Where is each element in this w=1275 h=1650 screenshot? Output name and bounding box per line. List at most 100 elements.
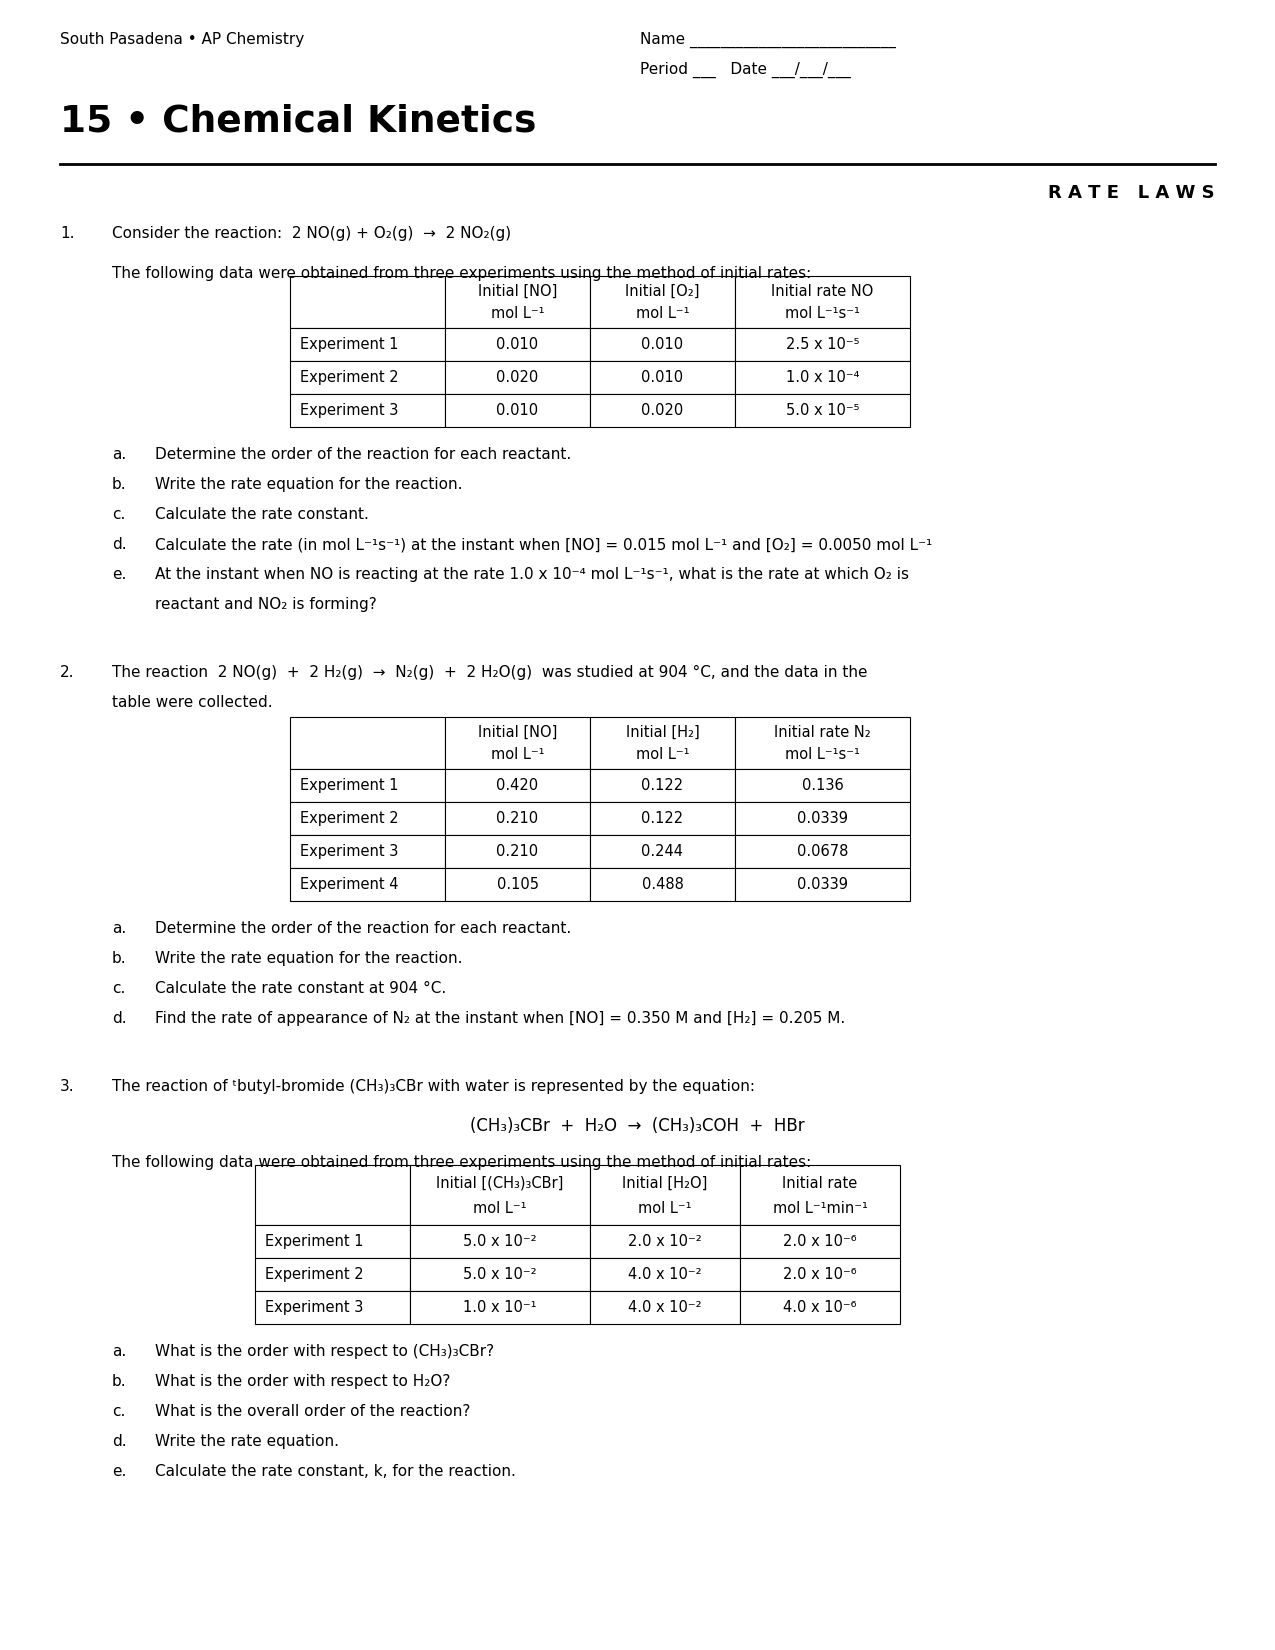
Text: What is the overall order of the reaction?: What is the overall order of the reactio… — [156, 1404, 470, 1419]
Bar — [740, 1290, 900, 1323]
Text: Initial [O₂]: Initial [O₂] — [625, 284, 700, 299]
Bar — [411, 1257, 590, 1290]
Text: Experiment 1: Experiment 1 — [300, 779, 399, 794]
Text: 2.0 x 10⁻⁶: 2.0 x 10⁻⁶ — [783, 1234, 857, 1249]
Bar — [411, 1290, 590, 1323]
Text: 0.105: 0.105 — [496, 878, 538, 893]
Bar — [740, 1165, 900, 1224]
Bar — [734, 718, 910, 769]
Text: Experiment 3: Experiment 3 — [265, 1300, 363, 1315]
Text: d.: d. — [112, 1011, 126, 1026]
Text: Write the rate equation for the reaction.: Write the rate equation for the reaction… — [156, 950, 463, 965]
Text: At the instant when NO is reacting at the rate 1.0 x 10⁻⁴ mol L⁻¹s⁻¹, what is th: At the instant when NO is reacting at th… — [156, 568, 909, 582]
Bar — [255, 1290, 411, 1323]
Text: table were collected.: table were collected. — [112, 695, 273, 710]
Text: Initial [NO]: Initial [NO] — [478, 284, 557, 299]
Text: What is the order with respect to (CH₃)₃CBr?: What is the order with respect to (CH₃)₃… — [156, 1345, 495, 1360]
Text: Period ___   Date ___/___/___: Period ___ Date ___/___/___ — [640, 63, 850, 78]
Text: 3.: 3. — [60, 1079, 75, 1094]
Text: 1.: 1. — [60, 226, 74, 241]
Text: Initial [H₂]: Initial [H₂] — [626, 724, 700, 741]
Bar — [445, 802, 590, 835]
Text: a.: a. — [112, 1345, 126, 1360]
Text: mol L⁻¹: mol L⁻¹ — [639, 1201, 692, 1216]
Text: c.: c. — [112, 982, 125, 997]
Bar — [734, 276, 910, 328]
Text: 0.010: 0.010 — [641, 337, 683, 351]
Text: Write the rate equation for the reaction.: Write the rate equation for the reaction… — [156, 477, 463, 492]
Bar — [734, 394, 910, 427]
Text: 4.0 x 10⁻⁶: 4.0 x 10⁻⁶ — [783, 1300, 857, 1315]
Text: South Pasadena • AP Chemistry: South Pasadena • AP Chemistry — [60, 31, 305, 46]
Bar — [734, 769, 910, 802]
Bar — [734, 361, 910, 394]
Bar — [590, 835, 734, 868]
Text: c.: c. — [112, 507, 125, 521]
Text: 1.0 x 10⁻⁴: 1.0 x 10⁻⁴ — [785, 370, 859, 384]
Text: The following data were obtained from three experiments using the method of init: The following data were obtained from th… — [112, 1155, 811, 1170]
Text: Consider the reaction:  2 NO(g) + O₂(g)  →  2 NO₂(g): Consider the reaction: 2 NO(g) + O₂(g) →… — [112, 226, 511, 241]
Text: Experiment 3: Experiment 3 — [300, 403, 398, 417]
Bar — [590, 1290, 740, 1323]
Bar — [445, 361, 590, 394]
Bar — [590, 769, 734, 802]
Bar — [289, 802, 445, 835]
Text: Calculate the rate constant.: Calculate the rate constant. — [156, 507, 368, 521]
Bar — [740, 1224, 900, 1257]
Text: c.: c. — [112, 1404, 125, 1419]
Text: mol L⁻¹: mol L⁻¹ — [491, 747, 544, 762]
Text: 0.136: 0.136 — [802, 779, 843, 794]
Text: 2.5 x 10⁻⁵: 2.5 x 10⁻⁵ — [785, 337, 859, 351]
Text: Initial rate NO: Initial rate NO — [771, 284, 873, 299]
Text: The following data were obtained from three experiments using the method of init: The following data were obtained from th… — [112, 266, 811, 281]
Text: 0.122: 0.122 — [641, 779, 683, 794]
Text: The reaction  2 NO(g)  +  2 H₂(g)  →  N₂(g)  +  2 H₂O(g)  was studied at 904 °C,: The reaction 2 NO(g) + 2 H₂(g) → N₂(g) +… — [112, 665, 867, 680]
Bar — [590, 1224, 740, 1257]
Text: 0.0678: 0.0678 — [797, 845, 848, 860]
Bar — [590, 802, 734, 835]
Text: e.: e. — [112, 1464, 126, 1478]
Bar — [445, 394, 590, 427]
Bar — [445, 276, 590, 328]
Text: mol L⁻¹s⁻¹: mol L⁻¹s⁻¹ — [785, 305, 859, 322]
Text: Initial rate: Initial rate — [783, 1175, 858, 1191]
Bar — [590, 328, 734, 361]
Bar — [289, 718, 445, 769]
Text: reactant and NO₂ is forming?: reactant and NO₂ is forming? — [156, 597, 376, 612]
Bar — [590, 718, 734, 769]
Text: 0.010: 0.010 — [641, 370, 683, 384]
Text: Initial rate N₂: Initial rate N₂ — [774, 724, 871, 741]
Bar — [289, 361, 445, 394]
Text: 1.0 x 10⁻¹: 1.0 x 10⁻¹ — [463, 1300, 537, 1315]
Text: mol L⁻¹: mol L⁻¹ — [491, 305, 544, 322]
Bar — [734, 802, 910, 835]
Text: Experiment 3: Experiment 3 — [300, 845, 398, 860]
Bar — [590, 1165, 740, 1224]
Text: Experiment 1: Experiment 1 — [265, 1234, 363, 1249]
Text: 2.0 x 10⁻²: 2.0 x 10⁻² — [629, 1234, 701, 1249]
Text: 0.0339: 0.0339 — [797, 878, 848, 893]
Bar — [411, 1224, 590, 1257]
Text: 0.488: 0.488 — [641, 878, 683, 893]
Bar — [445, 835, 590, 868]
Bar — [289, 835, 445, 868]
Text: 5.0 x 10⁻²: 5.0 x 10⁻² — [463, 1234, 537, 1249]
Text: mol L⁻¹: mol L⁻¹ — [636, 305, 690, 322]
Text: a.: a. — [112, 447, 126, 462]
Bar — [445, 769, 590, 802]
Text: Initial [NO]: Initial [NO] — [478, 724, 557, 741]
Bar — [255, 1257, 411, 1290]
Bar — [590, 868, 734, 901]
Text: 0.420: 0.420 — [496, 779, 538, 794]
Text: 4.0 x 10⁻²: 4.0 x 10⁻² — [629, 1267, 701, 1282]
Bar — [289, 276, 445, 328]
Text: 0.210: 0.210 — [496, 812, 538, 827]
Text: d.: d. — [112, 1434, 126, 1449]
Bar — [590, 276, 734, 328]
Text: 4.0 x 10⁻²: 4.0 x 10⁻² — [629, 1300, 701, 1315]
Text: mol L⁻¹: mol L⁻¹ — [636, 747, 690, 762]
Bar — [740, 1257, 900, 1290]
Text: The reaction of ᵗbutyl-bromide (CH₃)₃CBr with water is represented by the equati: The reaction of ᵗbutyl-bromide (CH₃)₃CBr… — [112, 1079, 755, 1094]
Text: R A T E   L A W S: R A T E L A W S — [1048, 185, 1215, 201]
Bar — [445, 868, 590, 901]
